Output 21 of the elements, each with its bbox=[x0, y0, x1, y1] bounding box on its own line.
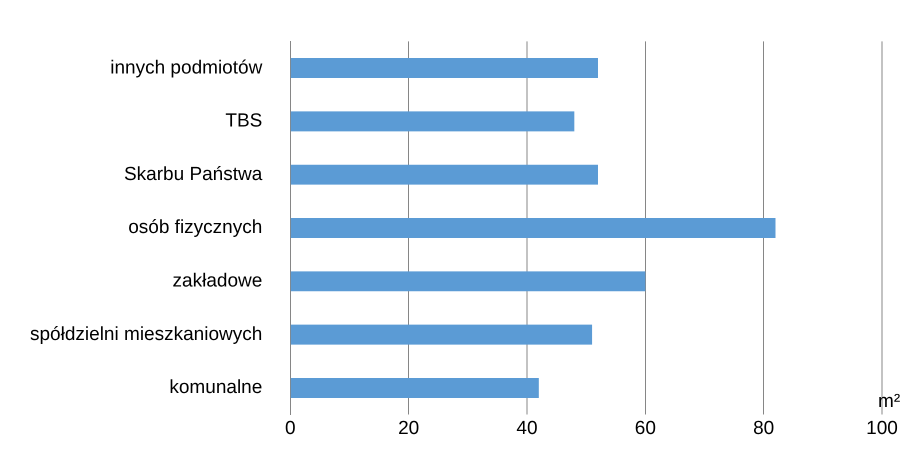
y-tick-label: osób fizycznych bbox=[128, 217, 262, 238]
y-tick-label: Skarbu Państwa bbox=[124, 164, 263, 185]
bar bbox=[290, 324, 592, 345]
bar bbox=[290, 378, 539, 398]
x-axis-title: m² bbox=[878, 390, 900, 413]
x-tick-label: 80 bbox=[753, 418, 774, 440]
y-tick-label: zakładowe bbox=[172, 270, 262, 292]
x-tick-label: 0 bbox=[285, 418, 296, 440]
y-tick-label: komunalne bbox=[169, 377, 262, 398]
bar bbox=[290, 164, 598, 185]
y-tick-label: spółdzielni mieszkaniowych bbox=[30, 324, 262, 345]
x-tick-label: 20 bbox=[398, 418, 420, 440]
bar bbox=[290, 218, 776, 238]
y-tick-label: TBS bbox=[225, 110, 262, 132]
bar bbox=[290, 111, 574, 132]
y-tick-label: innych podmiotów bbox=[110, 57, 263, 78]
bar bbox=[290, 271, 646, 292]
bar bbox=[290, 58, 598, 78]
x-tick-label: 60 bbox=[634, 418, 656, 440]
x-tick-label: 100 bbox=[866, 418, 898, 440]
x-tick-label: 40 bbox=[516, 418, 538, 440]
